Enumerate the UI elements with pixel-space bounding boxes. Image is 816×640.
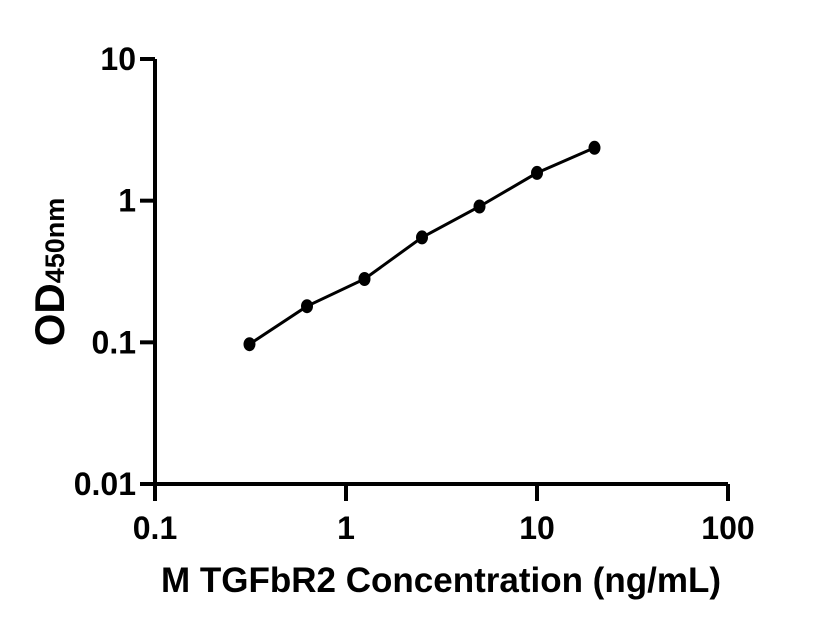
x-tick-label: 100 <box>701 510 754 546</box>
data-point <box>473 199 486 214</box>
data-point <box>243 337 256 352</box>
x-tick-label: 1 <box>337 510 355 546</box>
y-tick-label: 0.1 <box>92 324 136 360</box>
data-point <box>588 140 601 155</box>
x-axis-label: M TGFbR2 Concentration (ng/mL) <box>161 561 721 600</box>
y-tick-label: 0.01 <box>74 466 136 502</box>
y-tick-label: 10 <box>100 41 136 77</box>
data-point <box>531 165 543 180</box>
data-point <box>301 299 313 314</box>
x-tick-label: 10 <box>519 510 555 546</box>
data-point <box>358 272 371 286</box>
y-axis-label-main: OD <box>26 283 73 347</box>
standard-curve-line <box>248 146 596 346</box>
data-point <box>416 230 428 245</box>
y-tick-label: 1 <box>118 183 136 219</box>
x-tick-label: 0.1 <box>133 510 177 546</box>
y-axis-label: OD450nm <box>26 197 73 347</box>
y-axis-label-subscript: 450nm <box>40 197 70 284</box>
